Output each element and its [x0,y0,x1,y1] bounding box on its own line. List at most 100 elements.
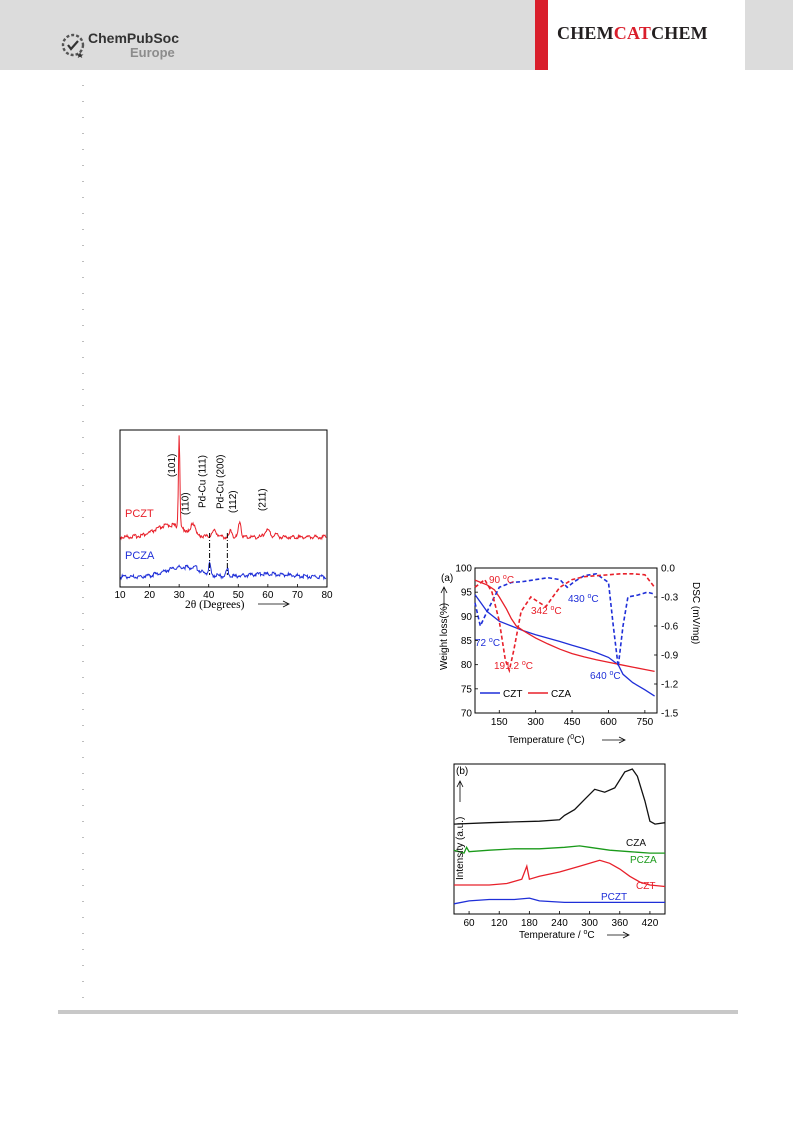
tpr-x-tick-label: 60 [464,918,476,929]
xrd-axis-arrow [258,600,290,608]
tg-y-tick-label: 75 [461,684,473,695]
tpr-series-label: PCZT [601,892,627,903]
tg-legend: CZT CZA [480,689,571,700]
tg-y2-tick-label: -0.6 [661,622,679,633]
xrd-x-tick-label: 70 [292,590,304,601]
tpr-x-axis-label-text: Temperature / [519,930,583,941]
tg-y-tick-label: 85 [461,636,473,647]
tg-x-axis-label: Temperature (0C) [508,734,585,746]
xrd-figure: PCZT PCZA (101) (110) Pd-Cu (111) Pd-Cu (20… [114,429,333,611]
tg-series-line [474,573,656,674]
tg-x-tick-label: 300 [527,717,544,728]
xrd-peak-label: (101) [167,454,178,477]
xrd-x-axis-label: 2θ (Degrees) [185,599,245,611]
tg-y-axis-label: Weight loss(%) [439,603,450,670]
tpr-x-tick-label: 180 [521,918,538,929]
xrd-legend-pczt: PCZT [125,508,154,520]
tg-y2-tick-label: -1.5 [661,709,679,720]
xrd-series-pcza-line [120,561,327,581]
xrd-series-pczt-line [120,435,327,541]
journal-title: CHEMCATCHEM [557,23,708,44]
xrd-plot-frame [119,429,328,588]
xrd-x-tick-label: 10 [114,590,126,601]
tg-temperature-annotation: 191.2 oC [494,660,533,672]
tg-x-tick-label: 750 [637,717,654,728]
tg-x-tick-label: 600 [600,717,617,728]
tpr-x-axis-label: Temperature / oC [519,929,595,941]
xrd-x-tick-label: 50 [233,590,245,601]
tpr-series-line [453,845,665,854]
tg-temperature-annotation: 90 oC [489,574,514,586]
tpr-series-line [454,859,666,888]
tpr-x-axis-label-sup: o [583,929,587,936]
tg-x-tick-label: 450 [564,717,581,728]
journal-title-part1: CHEM [557,23,614,43]
tg-temperature-annotation: 72 oC [475,637,500,649]
publisher-region: Europe [130,45,175,60]
publisher-logo: ChemPubSoc Europe [60,30,210,64]
tg-y2-tick-label: -1.2 [661,680,679,691]
xrd-x-tick-label: 80 [321,590,333,601]
xrd-x-tick-label: 40 [203,590,215,601]
tg-y-tick-label: 80 [461,660,473,671]
xrd-x-tick-label: 20 [144,590,156,601]
tg-y-tick-label: 95 [461,588,473,599]
tg-x-axis-label-text: Temperature ( [508,735,571,746]
tpr-series-label: CZT [636,881,655,892]
tg-x-tick-label: 150 [491,717,508,728]
tg-y2-tick-label: 0.0 [661,564,675,575]
xrd-legend-pcza: PCZA [125,550,155,562]
xrd-peak-label: (110) [180,492,191,515]
tg-y-tick-label: 90 [461,612,473,623]
tpr-x-tick-label: 300 [581,918,598,929]
xrd-peak-label: Pd-Cu (200) [215,455,226,509]
footer-rule [58,1010,738,1014]
tpr-y-axis-label: Intensity (a.u.) [455,817,466,880]
tpr-series-line [453,897,665,905]
tg-temperature-annotation: 342 oC [531,605,562,617]
tpr-series-line [453,768,666,825]
journal-title-part3: CHEM [651,23,708,43]
tg-temperature-annotation: 430 oC [568,593,599,605]
tpr-x-tick-label: 360 [611,918,628,929]
tg-temperature-annotation: 640 oC [590,670,621,682]
tpr-x-axis-arrow [607,931,630,939]
tg-y2-tick-label: -0.9 [661,651,679,662]
tg-y-axis-arrow [440,586,448,608]
publisher-name: ChemPubSoc [88,30,180,46]
page-header: ChemPubSoc Europe CHEMCATCHEM [0,0,793,70]
tg-panel-label: (a) [441,573,453,584]
journal-title-part2: CAT [613,23,652,43]
journal-accent-bar [535,0,548,70]
tpr-panel-label: (b) [456,766,468,777]
tpr-x-tick-label: 420 [642,918,659,929]
tpr-series-label: CZA [626,838,646,849]
tg-y2-tick-label: -0.3 [661,593,679,604]
xrd-peak-label: Pd-Cu (111) [198,455,209,508]
tpr-x-tick-label: 120 [491,918,508,929]
journal-banner: CHEMCATCHEM [535,0,745,70]
tpr-y-axis-arrow [456,780,464,802]
xrd-x-tick-label: 30 [174,590,186,601]
tg-x-axis-label-sup: 0 [570,734,574,741]
tg-legend-cza: CZA [551,689,571,700]
tg-legend-czt: CZT [503,689,522,700]
tg-series-line [474,594,655,697]
tpr-series-label: PCZA [630,855,657,866]
tpr-x-tick-label: 240 [551,918,568,929]
xrd-x-tick-label: 60 [262,590,274,601]
tg-y2-axis-label: DSC (mV/mg) [690,582,700,644]
tpr-x-axis-label-tail: C [587,930,594,941]
tg-y-tick-label: 70 [461,709,473,720]
tg-x-axis-arrow [602,736,626,744]
xrd-peak-label: (112) [228,490,239,513]
tg-series-line [474,579,655,673]
star-ring-icon [61,33,85,58]
line-number-gutter [82,85,84,1005]
xrd-peak-label: (211) [257,488,268,511]
tg-series-line [474,572,655,667]
tg-x-axis-label-tail: C) [574,735,585,746]
tg-y-tick-label: 100 [455,564,472,575]
